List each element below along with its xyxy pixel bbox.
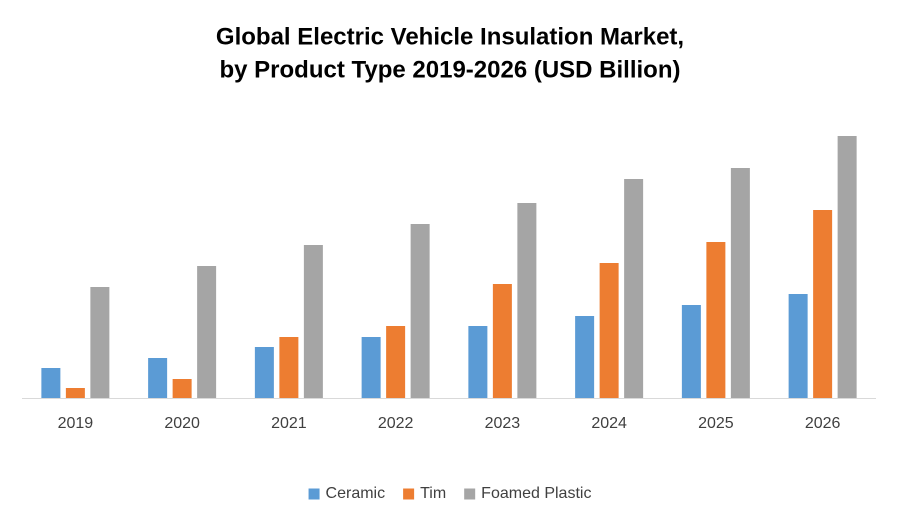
legend-label: Ceramic bbox=[326, 485, 386, 502]
x-tick-label: 2020 bbox=[164, 415, 200, 432]
bar bbox=[197, 266, 217, 398]
bar bbox=[813, 210, 833, 398]
bar bbox=[410, 224, 430, 398]
bar bbox=[624, 179, 644, 398]
bar bbox=[361, 337, 381, 398]
legend-swatch bbox=[464, 488, 476, 500]
bar bbox=[386, 326, 406, 398]
x-tick-label: 2025 bbox=[698, 415, 734, 432]
legend-label: Foamed Plastic bbox=[481, 485, 591, 502]
legend-swatch bbox=[403, 488, 415, 500]
bar bbox=[575, 316, 595, 398]
x-tick-label: 2021 bbox=[271, 415, 307, 432]
chart-title: Global Electric Vehicle Insulation Marke… bbox=[216, 23, 684, 50]
bar bbox=[254, 347, 274, 398]
bar bbox=[599, 263, 619, 398]
bar bbox=[468, 326, 488, 398]
x-tick-label: 2024 bbox=[591, 415, 627, 432]
bar bbox=[730, 168, 750, 398]
x-tick-label: 2026 bbox=[805, 415, 841, 432]
bar bbox=[788, 294, 808, 398]
bar bbox=[492, 284, 512, 398]
x-tick-label: 2023 bbox=[485, 415, 521, 432]
x-tick-label: 2019 bbox=[58, 415, 94, 432]
bar bbox=[65, 388, 85, 398]
bar bbox=[837, 136, 857, 398]
bar bbox=[681, 305, 701, 398]
x-tick-label: 2022 bbox=[378, 415, 414, 432]
chart-title: by Product Type 2019-2026 (USD Billion) bbox=[219, 56, 680, 83]
bar bbox=[90, 287, 110, 398]
bar bbox=[706, 242, 726, 398]
bar bbox=[41, 368, 61, 398]
legend-label: Tim bbox=[420, 485, 446, 502]
bar bbox=[517, 203, 537, 398]
bar bbox=[172, 379, 192, 398]
bar bbox=[148, 358, 168, 398]
bar bbox=[303, 245, 323, 398]
legend-swatch bbox=[308, 488, 320, 500]
bar bbox=[279, 337, 299, 398]
